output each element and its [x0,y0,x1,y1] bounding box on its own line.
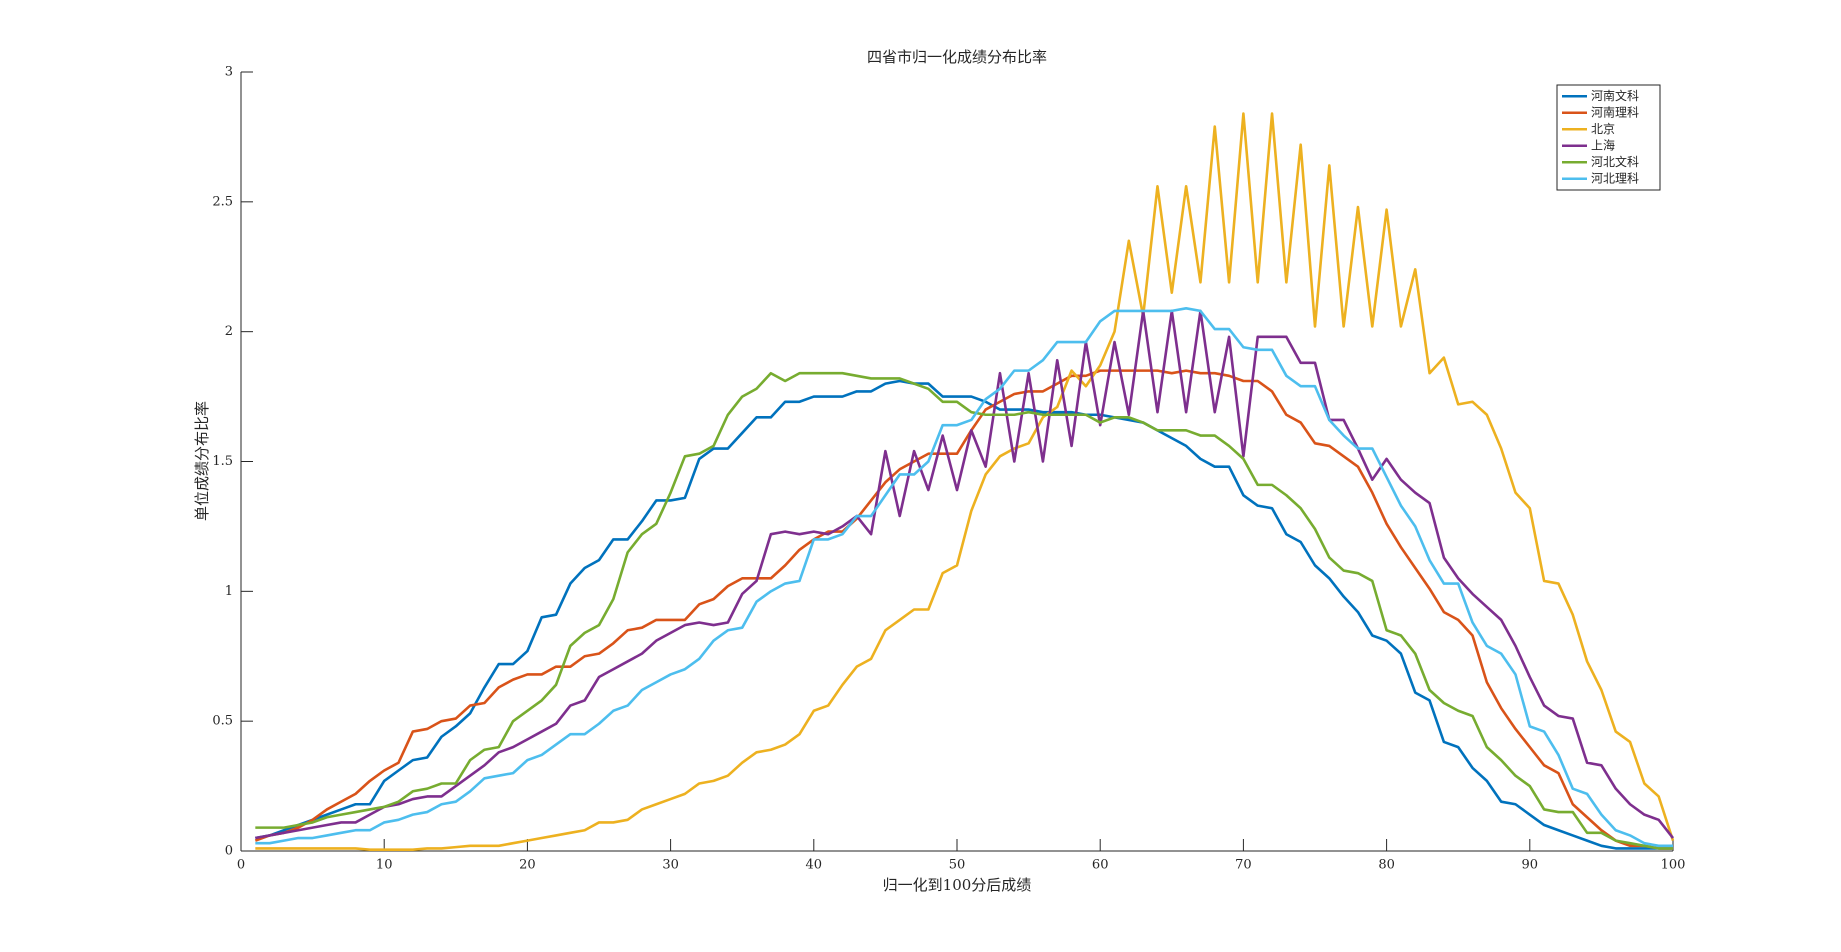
series-line [255,112,1675,851]
x-tick-label: 70 [1235,858,1252,873]
series-line [254,369,1673,850]
x-tick-label: 80 [1378,858,1395,873]
series-line [255,379,1673,850]
x-tick-label: 0 [237,858,245,873]
x-tick-label: 20 [519,858,536,873]
y-tick-label: 3 [225,65,233,80]
x-tick-label: 40 [806,858,823,873]
legend-label: 河北文科 [1591,154,1639,169]
y-tick-label: 0.5 [212,714,233,729]
series-line [255,371,1673,850]
y-tick-label: 1 [225,584,233,599]
x-axis-label: 归一化到100分后成绩 [883,876,1032,894]
y-tick-label: 1.5 [212,454,233,469]
legend-label: 上海 [1591,137,1615,152]
y-axis-label: 单位成绩分布比率 [193,401,211,521]
legend-label: 河南理科 [1591,104,1639,119]
x-tick-label: 100 [1661,858,1686,873]
legend-label: 北京 [1591,122,1615,136]
x-tick-label: 90 [1522,858,1539,873]
y-tick-label: 2 [225,324,233,339]
y-tick-label: 2.5 [212,194,233,209]
series-line [255,309,1675,840]
legend-label: 河北理科 [1591,171,1639,185]
legend-label: 河南文科 [1591,88,1639,103]
x-tick-label: 10 [376,858,393,873]
x-tick-label: 60 [1092,858,1109,873]
y-tick-label: 0 [225,844,233,859]
x-tick-label: 50 [949,858,966,873]
x-tick-label: 30 [662,858,679,873]
series-line [255,307,1673,848]
chart-title: 四省市归一化成绩分布比率 [867,48,1047,66]
legend-box [1556,84,1661,191]
